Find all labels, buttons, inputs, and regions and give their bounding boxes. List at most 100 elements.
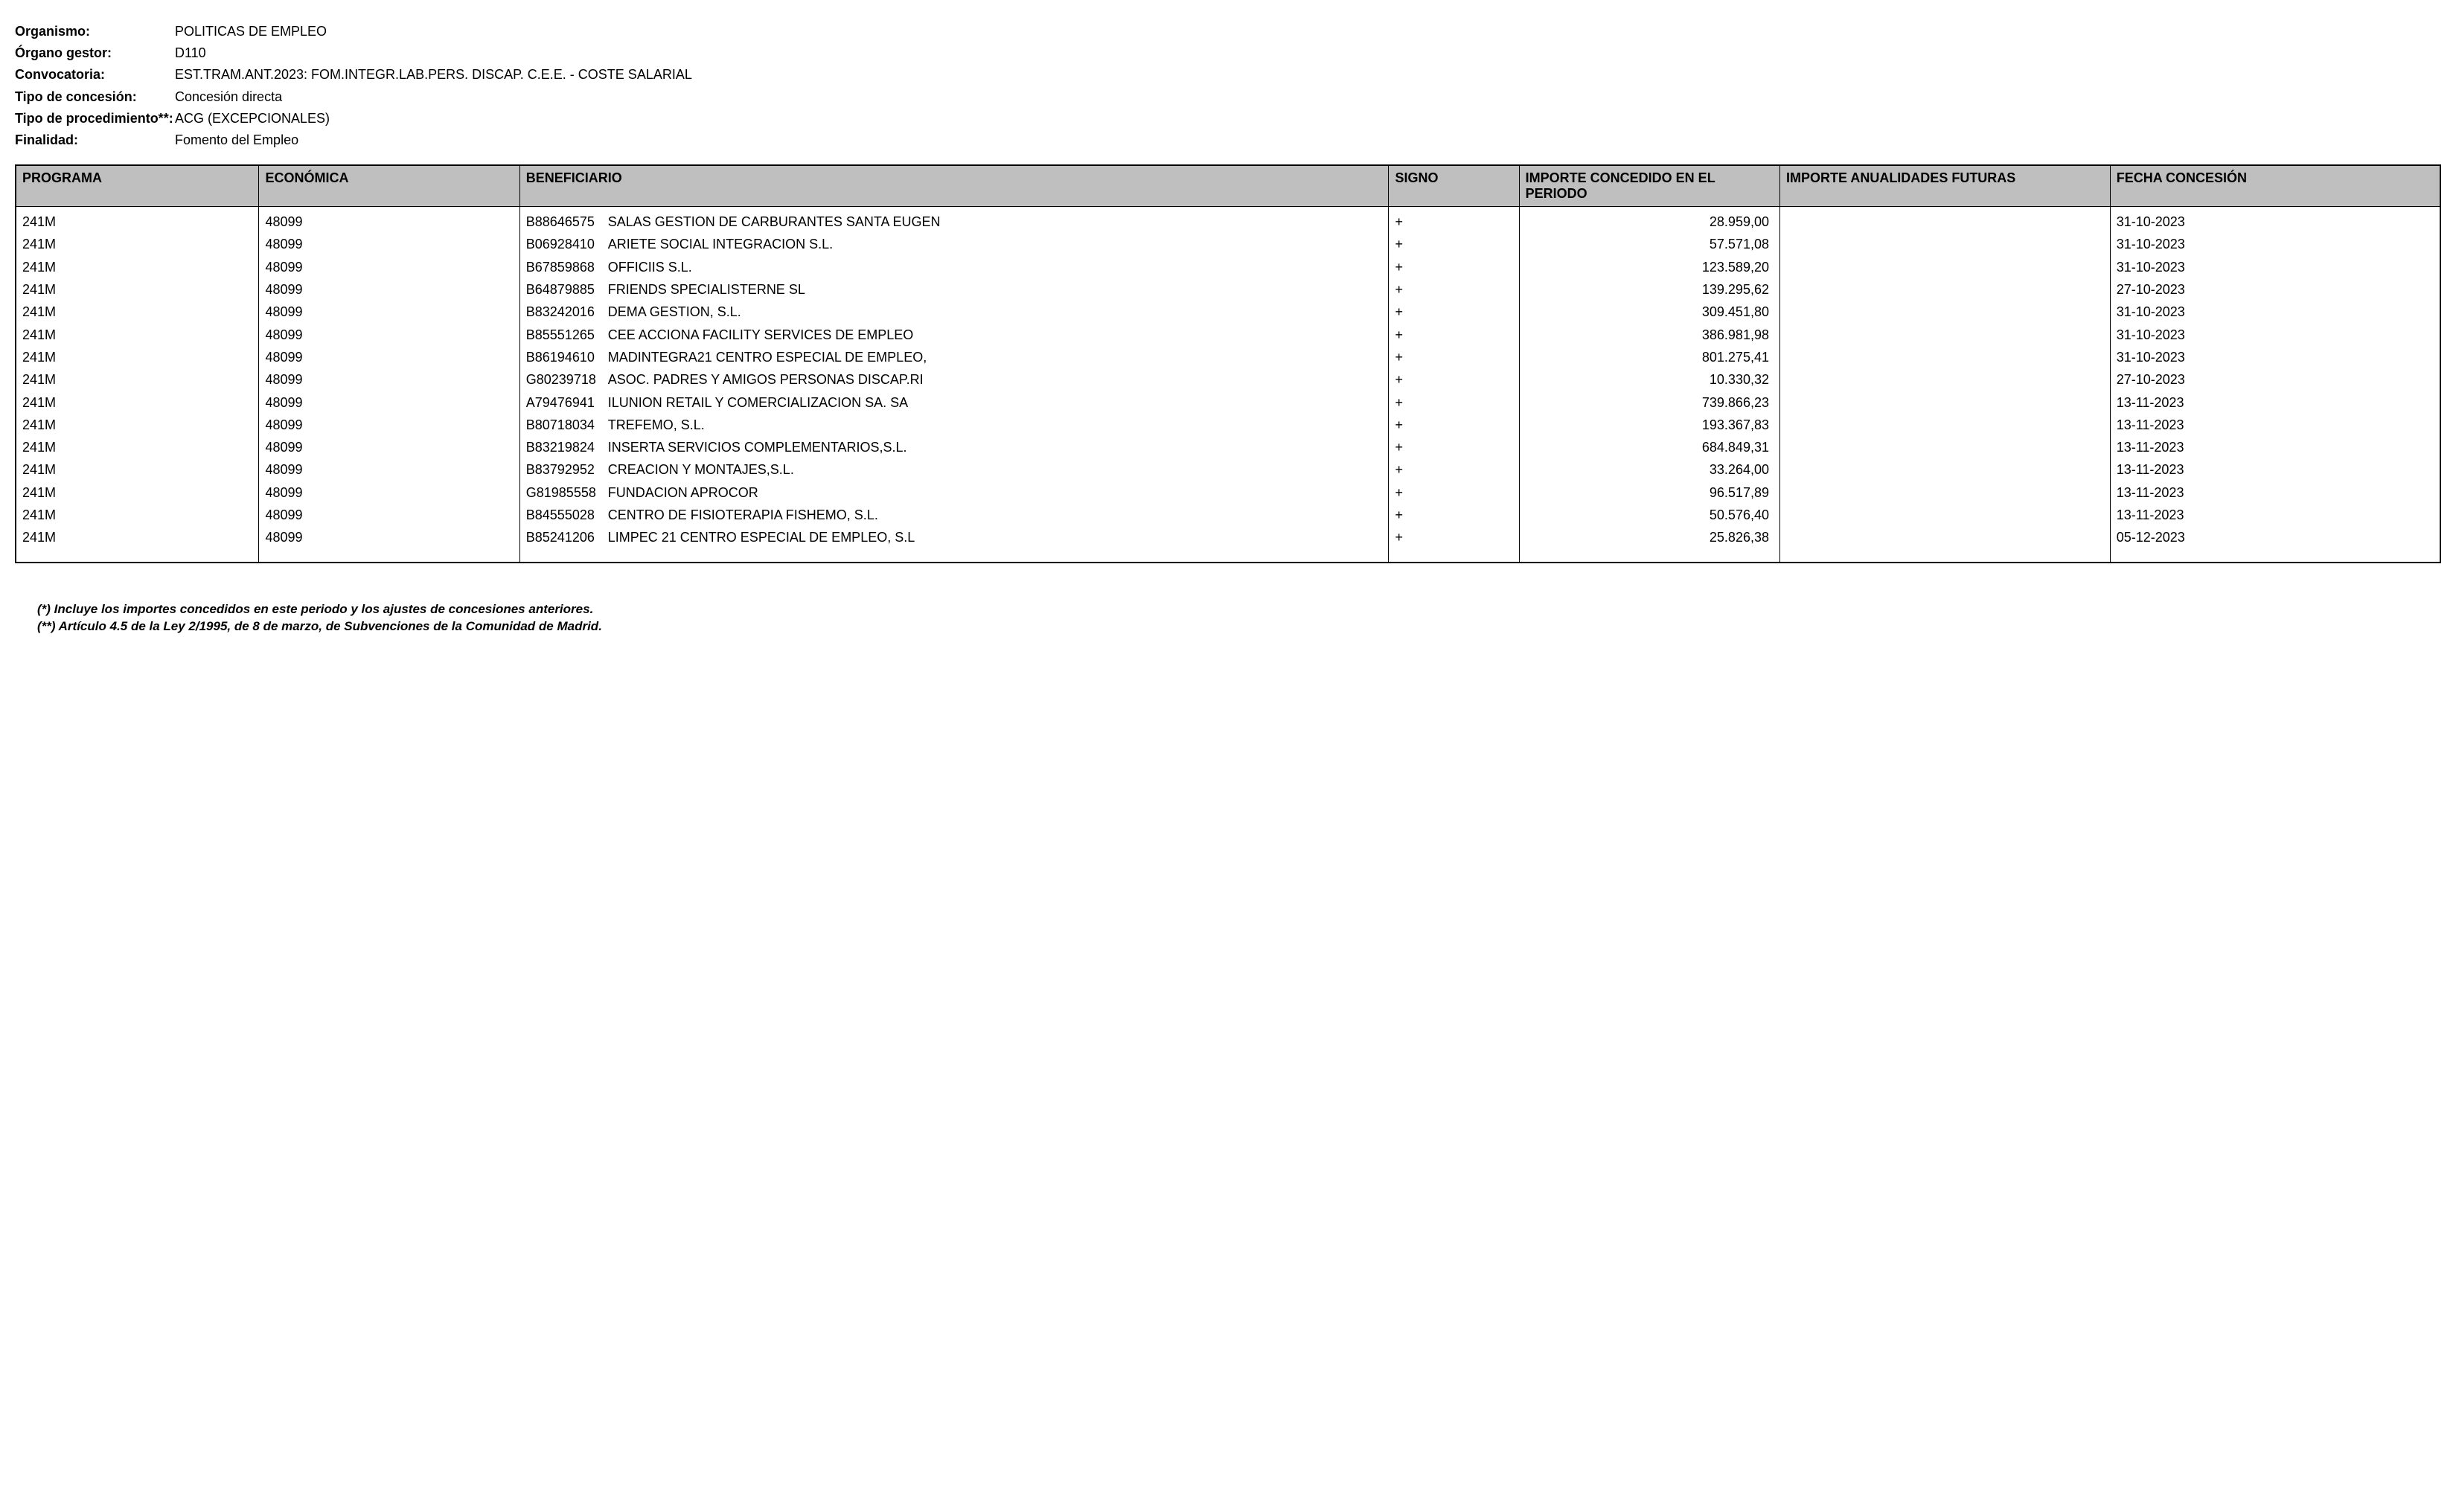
header-row-tipo-procedimiento: Tipo de procedimiento**: ACG (EXCEPCIONA… [15, 109, 2441, 128]
th-signo: SIGNO [1389, 165, 1519, 207]
cell-importe-anualidades [1779, 207, 2110, 234]
cell-beneficiario: B83792952CREACION Y MONTAJES,S.L. [519, 458, 1389, 481]
cell-importe-concedido: 25.826,38 [1519, 526, 1779, 562]
cell-beneficiario: B83242016DEMA GESTION, S.L. [519, 301, 1389, 323]
beneficiario-cif: B06928410 [526, 235, 608, 253]
header-block: Organismo: POLITICAS DE EMPLEO Órgano ge… [15, 22, 2441, 150]
cell-importe-concedido: 684.849,31 [1519, 436, 1779, 458]
cell-programa: 241M [16, 391, 259, 414]
beneficiario-cif: G80239718 [526, 371, 608, 388]
beneficiario-cif: B84555028 [526, 506, 608, 524]
finalidad-value: Fomento del Empleo [175, 131, 298, 150]
cell-importe-concedido: 28.959,00 [1519, 207, 1779, 234]
cell-importe-anualidades [1779, 346, 2110, 368]
cell-importe-anualidades [1779, 278, 2110, 301]
cell-importe-concedido: 739.866,23 [1519, 391, 1779, 414]
cell-economica: 48099 [259, 256, 519, 278]
cell-beneficiario: B06928410ARIETE SOCIAL INTEGRACION S.L. [519, 233, 1389, 255]
cell-importe-concedido: 139.295,62 [1519, 278, 1779, 301]
cell-importe-anualidades [1779, 458, 2110, 481]
footnote-1: (*) Incluye los importes concedidos en e… [37, 600, 2441, 618]
table-row: 241M48099G80239718ASOC. PADRES Y AMIGOS … [16, 368, 2440, 391]
cell-fecha: 05-12-2023 [2110, 526, 2440, 562]
cell-programa: 241M [16, 256, 259, 278]
beneficiario-name: ILUNION RETAIL Y COMERCIALIZACION SA. SA [608, 394, 1383, 411]
convocatoria-value: EST.TRAM.ANT.2023: FOM.INTEGR.LAB.PERS. … [175, 65, 692, 84]
cell-programa: 241M [16, 278, 259, 301]
cell-importe-concedido: 10.330,32 [1519, 368, 1779, 391]
cell-economica: 48099 [259, 414, 519, 436]
cell-importe-concedido: 50.576,40 [1519, 504, 1779, 526]
table-body: 241M48099B88646575SALAS GESTION DE CARBU… [16, 207, 2440, 563]
beneficiario-cif: B83242016 [526, 303, 608, 321]
cell-programa: 241M [16, 346, 259, 368]
th-programa: PROGRAMA [16, 165, 259, 207]
footnotes: (*) Incluye los importes concedidos en e… [15, 600, 2441, 636]
beneficiario-cif: B64879885 [526, 281, 608, 298]
cell-beneficiario: B67859868OFFICIIS S.L. [519, 256, 1389, 278]
cell-economica: 48099 [259, 324, 519, 346]
table-row: 241M48099B88646575SALAS GESTION DE CARBU… [16, 207, 2440, 234]
footnote-2: (**) Artículo 4.5 de la Ley 2/1995, de 8… [37, 618, 2441, 635]
table-row: 241M48099B83242016DEMA GESTION, S.L.+309… [16, 301, 2440, 323]
cell-beneficiario: B86194610MADINTEGRA21 CENTRO ESPECIAL DE… [519, 346, 1389, 368]
th-economica: ECONÓMICA [259, 165, 519, 207]
cell-signo: + [1389, 458, 1519, 481]
cell-economica: 48099 [259, 278, 519, 301]
cell-economica: 48099 [259, 346, 519, 368]
cell-importe-anualidades [1779, 368, 2110, 391]
header-row-organismo: Organismo: POLITICAS DE EMPLEO [15, 22, 2441, 41]
beneficiario-name: SALAS GESTION DE CARBURANTES SANTA EUGEN [608, 213, 1383, 231]
organo-gestor-label: Órgano gestor: [15, 44, 175, 63]
header-row-finalidad: Finalidad: Fomento del Empleo [15, 131, 2441, 150]
cell-importe-anualidades [1779, 233, 2110, 255]
cell-signo: + [1389, 301, 1519, 323]
cell-signo: + [1389, 526, 1519, 562]
tipo-concesion-label: Tipo de concesión: [15, 88, 175, 106]
table-row: 241M48099B85551265CEE ACCIONA FACILITY S… [16, 324, 2440, 346]
beneficiario-name: CREACION Y MONTAJES,S.L. [608, 461, 1383, 478]
cell-programa: 241M [16, 233, 259, 255]
beneficiario-name: ARIETE SOCIAL INTEGRACION S.L. [608, 235, 1383, 253]
th-importe-concedido: IMPORTE CONCEDIDO EN EL PERIODO [1519, 165, 1779, 207]
cell-economica: 48099 [259, 233, 519, 255]
cell-beneficiario: G80239718ASOC. PADRES Y AMIGOS PERSONAS … [519, 368, 1389, 391]
header-row-tipo-concesion: Tipo de concesión: Concesión directa [15, 88, 2441, 106]
beneficiario-cif: B80718034 [526, 416, 608, 434]
beneficiario-cif: B88646575 [526, 213, 608, 231]
organo-gestor-value: D110 [175, 44, 206, 63]
cell-importe-anualidades [1779, 301, 2110, 323]
cell-signo: + [1389, 324, 1519, 346]
cell-importe-anualidades [1779, 504, 2110, 526]
finalidad-label: Finalidad: [15, 131, 175, 150]
table-row: 241M48099B64879885FRIENDS SPECIALISTERNE… [16, 278, 2440, 301]
cell-economica: 48099 [259, 391, 519, 414]
cell-beneficiario: B84555028CENTRO DE FISIOTERAPIA FISHEMO,… [519, 504, 1389, 526]
cell-signo: + [1389, 436, 1519, 458]
cell-programa: 241M [16, 414, 259, 436]
cell-beneficiario: B88646575SALAS GESTION DE CARBURANTES SA… [519, 207, 1389, 234]
cell-beneficiario: B85551265CEE ACCIONA FACILITY SERVICES D… [519, 324, 1389, 346]
cell-importe-anualidades [1779, 526, 2110, 562]
beneficiario-cif: A79476941 [526, 394, 608, 411]
cell-beneficiario: G81985558FUNDACION APROCOR [519, 481, 1389, 504]
cell-signo: + [1389, 256, 1519, 278]
beneficiario-name: TREFEMO, S.L. [608, 416, 1383, 434]
cell-economica: 48099 [259, 481, 519, 504]
beneficiario-cif: B83792952 [526, 461, 608, 478]
cell-programa: 241M [16, 481, 259, 504]
beneficiario-cif: B67859868 [526, 258, 608, 276]
cell-importe-anualidades [1779, 414, 2110, 436]
cell-signo: + [1389, 414, 1519, 436]
cell-fecha: 27-10-2023 [2110, 278, 2440, 301]
cell-economica: 48099 [259, 526, 519, 562]
cell-importe-concedido: 193.367,83 [1519, 414, 1779, 436]
cell-economica: 48099 [259, 368, 519, 391]
cell-fecha: 27-10-2023 [2110, 368, 2440, 391]
beneficiario-name: MADINTEGRA21 CENTRO ESPECIAL DE EMPLEO, [608, 348, 1383, 366]
beneficiario-cif: B86194610 [526, 348, 608, 366]
cell-importe-anualidades [1779, 391, 2110, 414]
cell-programa: 241M [16, 324, 259, 346]
header-row-organo-gestor: Órgano gestor: D110 [15, 44, 2441, 63]
beneficiario-cif: B85241206 [526, 528, 608, 546]
